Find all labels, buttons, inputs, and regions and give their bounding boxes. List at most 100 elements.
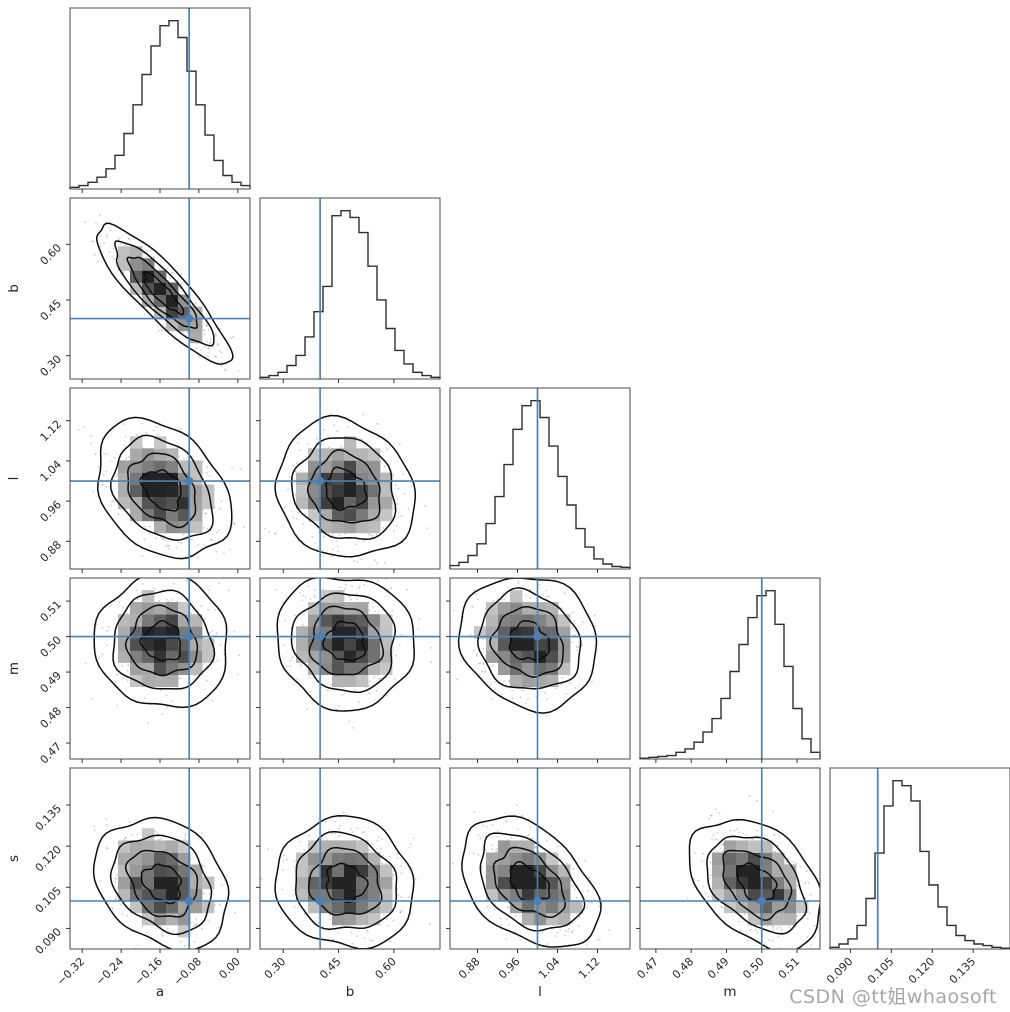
contour-level-2 <box>124 604 199 677</box>
density-cell <box>558 888 571 902</box>
density-cell <box>380 626 393 639</box>
density-layer <box>450 578 598 718</box>
scatter-point <box>161 934 164 937</box>
contour-level-1 <box>295 830 398 930</box>
density-cell <box>154 912 167 926</box>
panel-s-a <box>66 767 251 953</box>
scatter-point <box>529 826 531 828</box>
density-cell <box>154 864 167 877</box>
scatter-point <box>94 453 97 456</box>
density-cell <box>760 840 773 853</box>
scatter-point <box>123 244 126 247</box>
scatter-point <box>105 818 108 821</box>
scatter-point <box>268 531 271 533</box>
scatter-point <box>508 924 510 926</box>
scatter-point <box>287 488 289 491</box>
density-cell <box>344 900 357 914</box>
scatter-point <box>195 924 198 927</box>
scatter-point <box>561 676 564 679</box>
scatter-point <box>587 889 589 892</box>
density-cell <box>178 864 191 877</box>
density-cell <box>558 876 571 890</box>
scatter-point <box>806 936 808 938</box>
scatter-point <box>581 644 583 647</box>
scatter-point <box>359 575 361 577</box>
scatter-point <box>392 919 395 922</box>
density-cell <box>724 852 737 865</box>
density-cell <box>356 520 369 534</box>
scatter-point <box>141 925 144 928</box>
scatter-point <box>204 512 207 515</box>
y-tick-label-m: 0.47 <box>38 740 65 767</box>
scatter-point <box>517 580 520 583</box>
density-cell <box>296 626 309 639</box>
scatter-point <box>809 912 811 914</box>
scatter-point <box>122 270 124 273</box>
scatter-point <box>709 861 712 864</box>
density-cell <box>332 888 345 902</box>
density-cell <box>784 912 797 926</box>
scatter-point <box>105 847 108 849</box>
contour-level-2 <box>126 256 198 329</box>
scatter-point <box>506 906 509 909</box>
scatter-point <box>351 585 353 588</box>
contour-level-1 <box>109 434 214 541</box>
density-cell <box>190 876 203 890</box>
density-cell <box>356 674 369 687</box>
density-cell <box>368 900 381 914</box>
scatter-point <box>299 592 301 594</box>
scatter-point <box>739 929 742 932</box>
histogram-a <box>69 20 251 189</box>
scatter-point <box>197 556 199 559</box>
scatter-point <box>810 944 813 946</box>
scatter-point <box>202 526 205 529</box>
scatter-point <box>166 927 169 930</box>
density-cell <box>332 912 345 926</box>
scatter-point <box>538 842 540 844</box>
scatter-point <box>183 835 186 837</box>
scatter-point <box>123 838 125 841</box>
scatter-point <box>202 509 205 511</box>
scatter-point <box>98 657 100 660</box>
scatter-point <box>469 633 472 636</box>
scatter-point <box>166 544 169 547</box>
scatter-point <box>402 473 405 475</box>
scatter-point <box>574 888 576 891</box>
scatter-point <box>264 527 266 530</box>
scatter-point <box>567 930 570 933</box>
scatter-point <box>475 593 477 596</box>
scatter-point <box>149 249 152 252</box>
scatter-point <box>350 598 352 601</box>
scatter-point <box>233 523 236 526</box>
scatter-point <box>106 453 108 455</box>
scatter-point <box>190 612 192 614</box>
scatter-point <box>147 722 149 725</box>
scatter-point <box>721 906 723 909</box>
scatter-point <box>292 516 295 519</box>
scatter-point <box>267 848 269 851</box>
density-cell <box>736 840 749 853</box>
density-cell <box>498 864 511 877</box>
scatter-point <box>209 343 212 345</box>
scatter-point <box>282 869 284 871</box>
density-cell <box>772 888 785 902</box>
scatter-point <box>363 936 366 939</box>
density-cell <box>546 888 559 902</box>
density-cell <box>486 602 499 615</box>
scatter-point <box>223 552 225 554</box>
scatter-point <box>505 821 507 824</box>
scatter-point <box>400 872 403 875</box>
scatter-point <box>196 923 198 925</box>
truth-point <box>315 632 325 641</box>
scatter-point <box>381 854 384 857</box>
scatter-point <box>236 673 239 676</box>
scatter-point <box>154 830 157 833</box>
density-cell <box>308 460 321 473</box>
scatter-point <box>114 898 117 901</box>
scatter-point <box>398 644 401 647</box>
scatter-point <box>135 589 138 592</box>
scatter-point <box>329 914 332 917</box>
density-cell <box>368 496 381 510</box>
scatter-point <box>125 836 127 839</box>
